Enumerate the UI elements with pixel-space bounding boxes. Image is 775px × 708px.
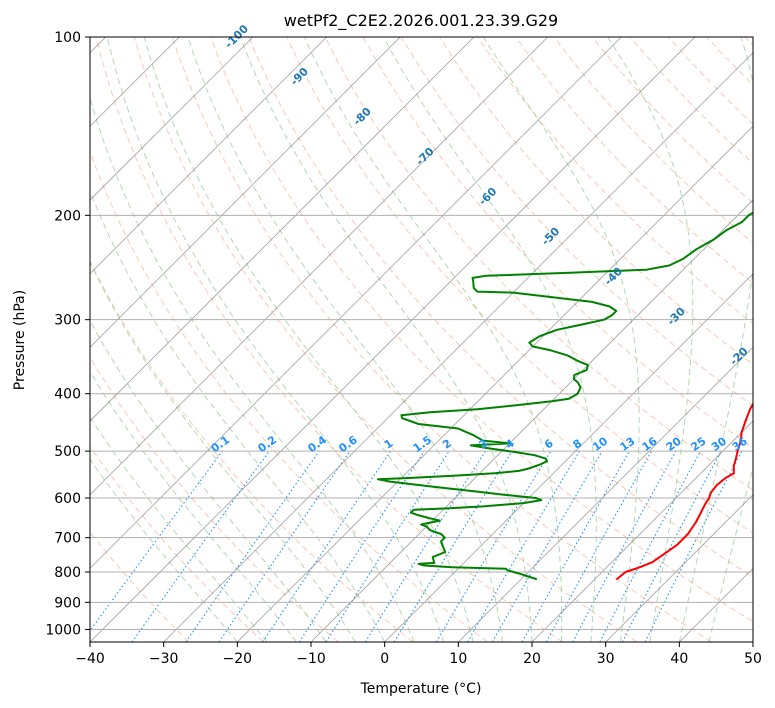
dry-adiabat (171, 37, 712, 642)
moist-adiabat (90, 189, 386, 642)
y-tick-label: 1000 (45, 622, 81, 638)
moist-adiabat (383, 37, 597, 642)
mixing-ratio-line (521, 450, 630, 642)
dry-adiabat (515, 37, 753, 284)
x-axis-title: Temperature (°C) (360, 681, 482, 697)
isotherm-line (90, 37, 696, 642)
x-axis-ticks: −40 −30 −20 −10 0 10 20 30 40 50 (75, 642, 762, 667)
mixing-ratio-line (131, 450, 270, 642)
skewed-isotherms (90, 37, 753, 642)
mixing-ratio-line (325, 450, 450, 642)
mixing-ratio-line (218, 450, 351, 642)
mixing-ratio-line (545, 450, 653, 642)
x-tick-label: −20 (223, 651, 253, 667)
y-tick-label: 300 (54, 313, 81, 329)
y-tick-label: 600 (54, 491, 81, 507)
y-axis-title: Pressure (hPa) (12, 290, 28, 390)
moist-adiabat (303, 37, 563, 642)
y-axis-ticks: 100 200 300 400 500 600 700 800 900 1000 (45, 30, 90, 638)
dry-adiabat (248, 37, 753, 578)
plot-area (90, 37, 753, 642)
mixing-ratio-line (298, 450, 425, 642)
y-tick-label: 700 (54, 531, 81, 547)
moist-adiabat (607, 37, 694, 642)
chart-title: wetPf2_C2E2.2026.001.23.39.G29 (284, 11, 558, 31)
isotherm-line (90, 37, 254, 201)
pressure-gridlines (90, 37, 753, 630)
x-tick-label: 30 (597, 651, 615, 667)
moist-adiabat (106, 37, 445, 642)
y-tick-label: 200 (54, 208, 81, 224)
dry-adiabat (286, 37, 753, 534)
isotherm-line (90, 37, 548, 496)
moist-adiabat (708, 466, 753, 642)
x-tick-label: 50 (744, 651, 762, 667)
x-tick-label: 40 (670, 651, 688, 667)
plot-frame (89, 36, 754, 643)
sounding-series (376, 211, 753, 580)
dry-adiabat (90, 445, 264, 642)
isotherm-line (90, 37, 475, 422)
dewpoint-line (376, 211, 753, 580)
isotherm-line (605, 494, 753, 642)
mixing-ratio-line (572, 450, 677, 642)
mixing-ratio-lines (90, 450, 743, 642)
y-tick-label: 800 (54, 565, 81, 581)
y-tick-label: 500 (54, 444, 81, 460)
mixing-ratio-line (393, 450, 513, 642)
moist-adiabat (239, 37, 533, 642)
mixing-ratio-line (185, 450, 320, 642)
x-tick-label: 20 (523, 651, 541, 667)
mixing-ratio-line (262, 450, 392, 642)
x-tick-label: −10 (296, 651, 326, 667)
moist-adiabat (187, 37, 503, 642)
dry-adiabat (90, 356, 339, 642)
isotherm-line (163, 52, 753, 642)
dry-adiabat (210, 37, 753, 623)
x-tick-label: 10 (449, 651, 467, 667)
dry-adiabat (95, 37, 563, 642)
x-tick-label: −40 (75, 651, 105, 667)
moist-adiabat (90, 370, 297, 642)
isotherm-line (90, 37, 622, 569)
isotherm-line (90, 37, 327, 275)
mixing-ratio-line (644, 450, 743, 642)
isotherm-line (310, 199, 753, 642)
moist-adiabat (482, 37, 640, 642)
y-tick-label: 900 (54, 595, 81, 611)
moist-adiabat (90, 260, 356, 642)
y-tick-label: 400 (54, 387, 81, 403)
isotherm-line (458, 346, 753, 642)
isotherm-line (531, 420, 753, 642)
x-tick-label: −30 (149, 651, 179, 667)
y-tick-label: 100 (54, 30, 81, 46)
isotherm-line (237, 125, 753, 642)
moist-adiabat (90, 458, 238, 642)
isotherm-line (90, 37, 401, 348)
dry-adiabat (90, 259, 414, 642)
temperature-line (616, 402, 753, 580)
moist-adiabat (90, 319, 327, 642)
isotherm-line (384, 273, 753, 642)
x-tick-label: 0 (380, 651, 389, 667)
moist-adiabat (90, 416, 268, 642)
mixing-ratio-line (90, 450, 223, 632)
moist-adiabat (143, 37, 474, 642)
moist-adiabat (678, 37, 753, 642)
